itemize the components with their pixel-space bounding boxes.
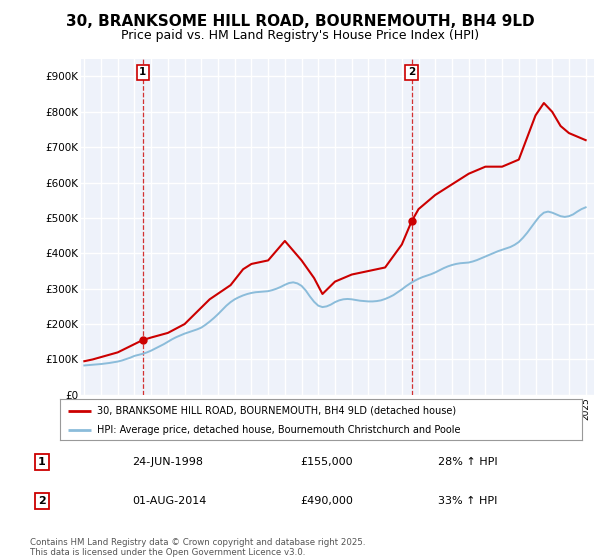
Text: 30, BRANKSOME HILL ROAD, BOURNEMOUTH, BH4 9LD (detached house): 30, BRANKSOME HILL ROAD, BOURNEMOUTH, BH… (97, 405, 455, 416)
Text: 1: 1 (38, 457, 46, 467)
Text: 24-JUN-1998: 24-JUN-1998 (132, 457, 203, 467)
Text: 01-AUG-2014: 01-AUG-2014 (132, 496, 206, 506)
Text: 2: 2 (38, 496, 46, 506)
Text: 1: 1 (139, 67, 146, 77)
Text: 2: 2 (408, 67, 415, 77)
Text: 33% ↑ HPI: 33% ↑ HPI (438, 496, 497, 506)
Text: 28% ↑ HPI: 28% ↑ HPI (438, 457, 497, 467)
Text: HPI: Average price, detached house, Bournemouth Christchurch and Poole: HPI: Average price, detached house, Bour… (97, 424, 460, 435)
Text: Price paid vs. HM Land Registry's House Price Index (HPI): Price paid vs. HM Land Registry's House … (121, 29, 479, 42)
Text: £155,000: £155,000 (300, 457, 353, 467)
Text: 30, BRANKSOME HILL ROAD, BOURNEMOUTH, BH4 9LD: 30, BRANKSOME HILL ROAD, BOURNEMOUTH, BH… (65, 14, 535, 29)
Text: Contains HM Land Registry data © Crown copyright and database right 2025.
This d: Contains HM Land Registry data © Crown c… (30, 538, 365, 557)
Text: £490,000: £490,000 (300, 496, 353, 506)
